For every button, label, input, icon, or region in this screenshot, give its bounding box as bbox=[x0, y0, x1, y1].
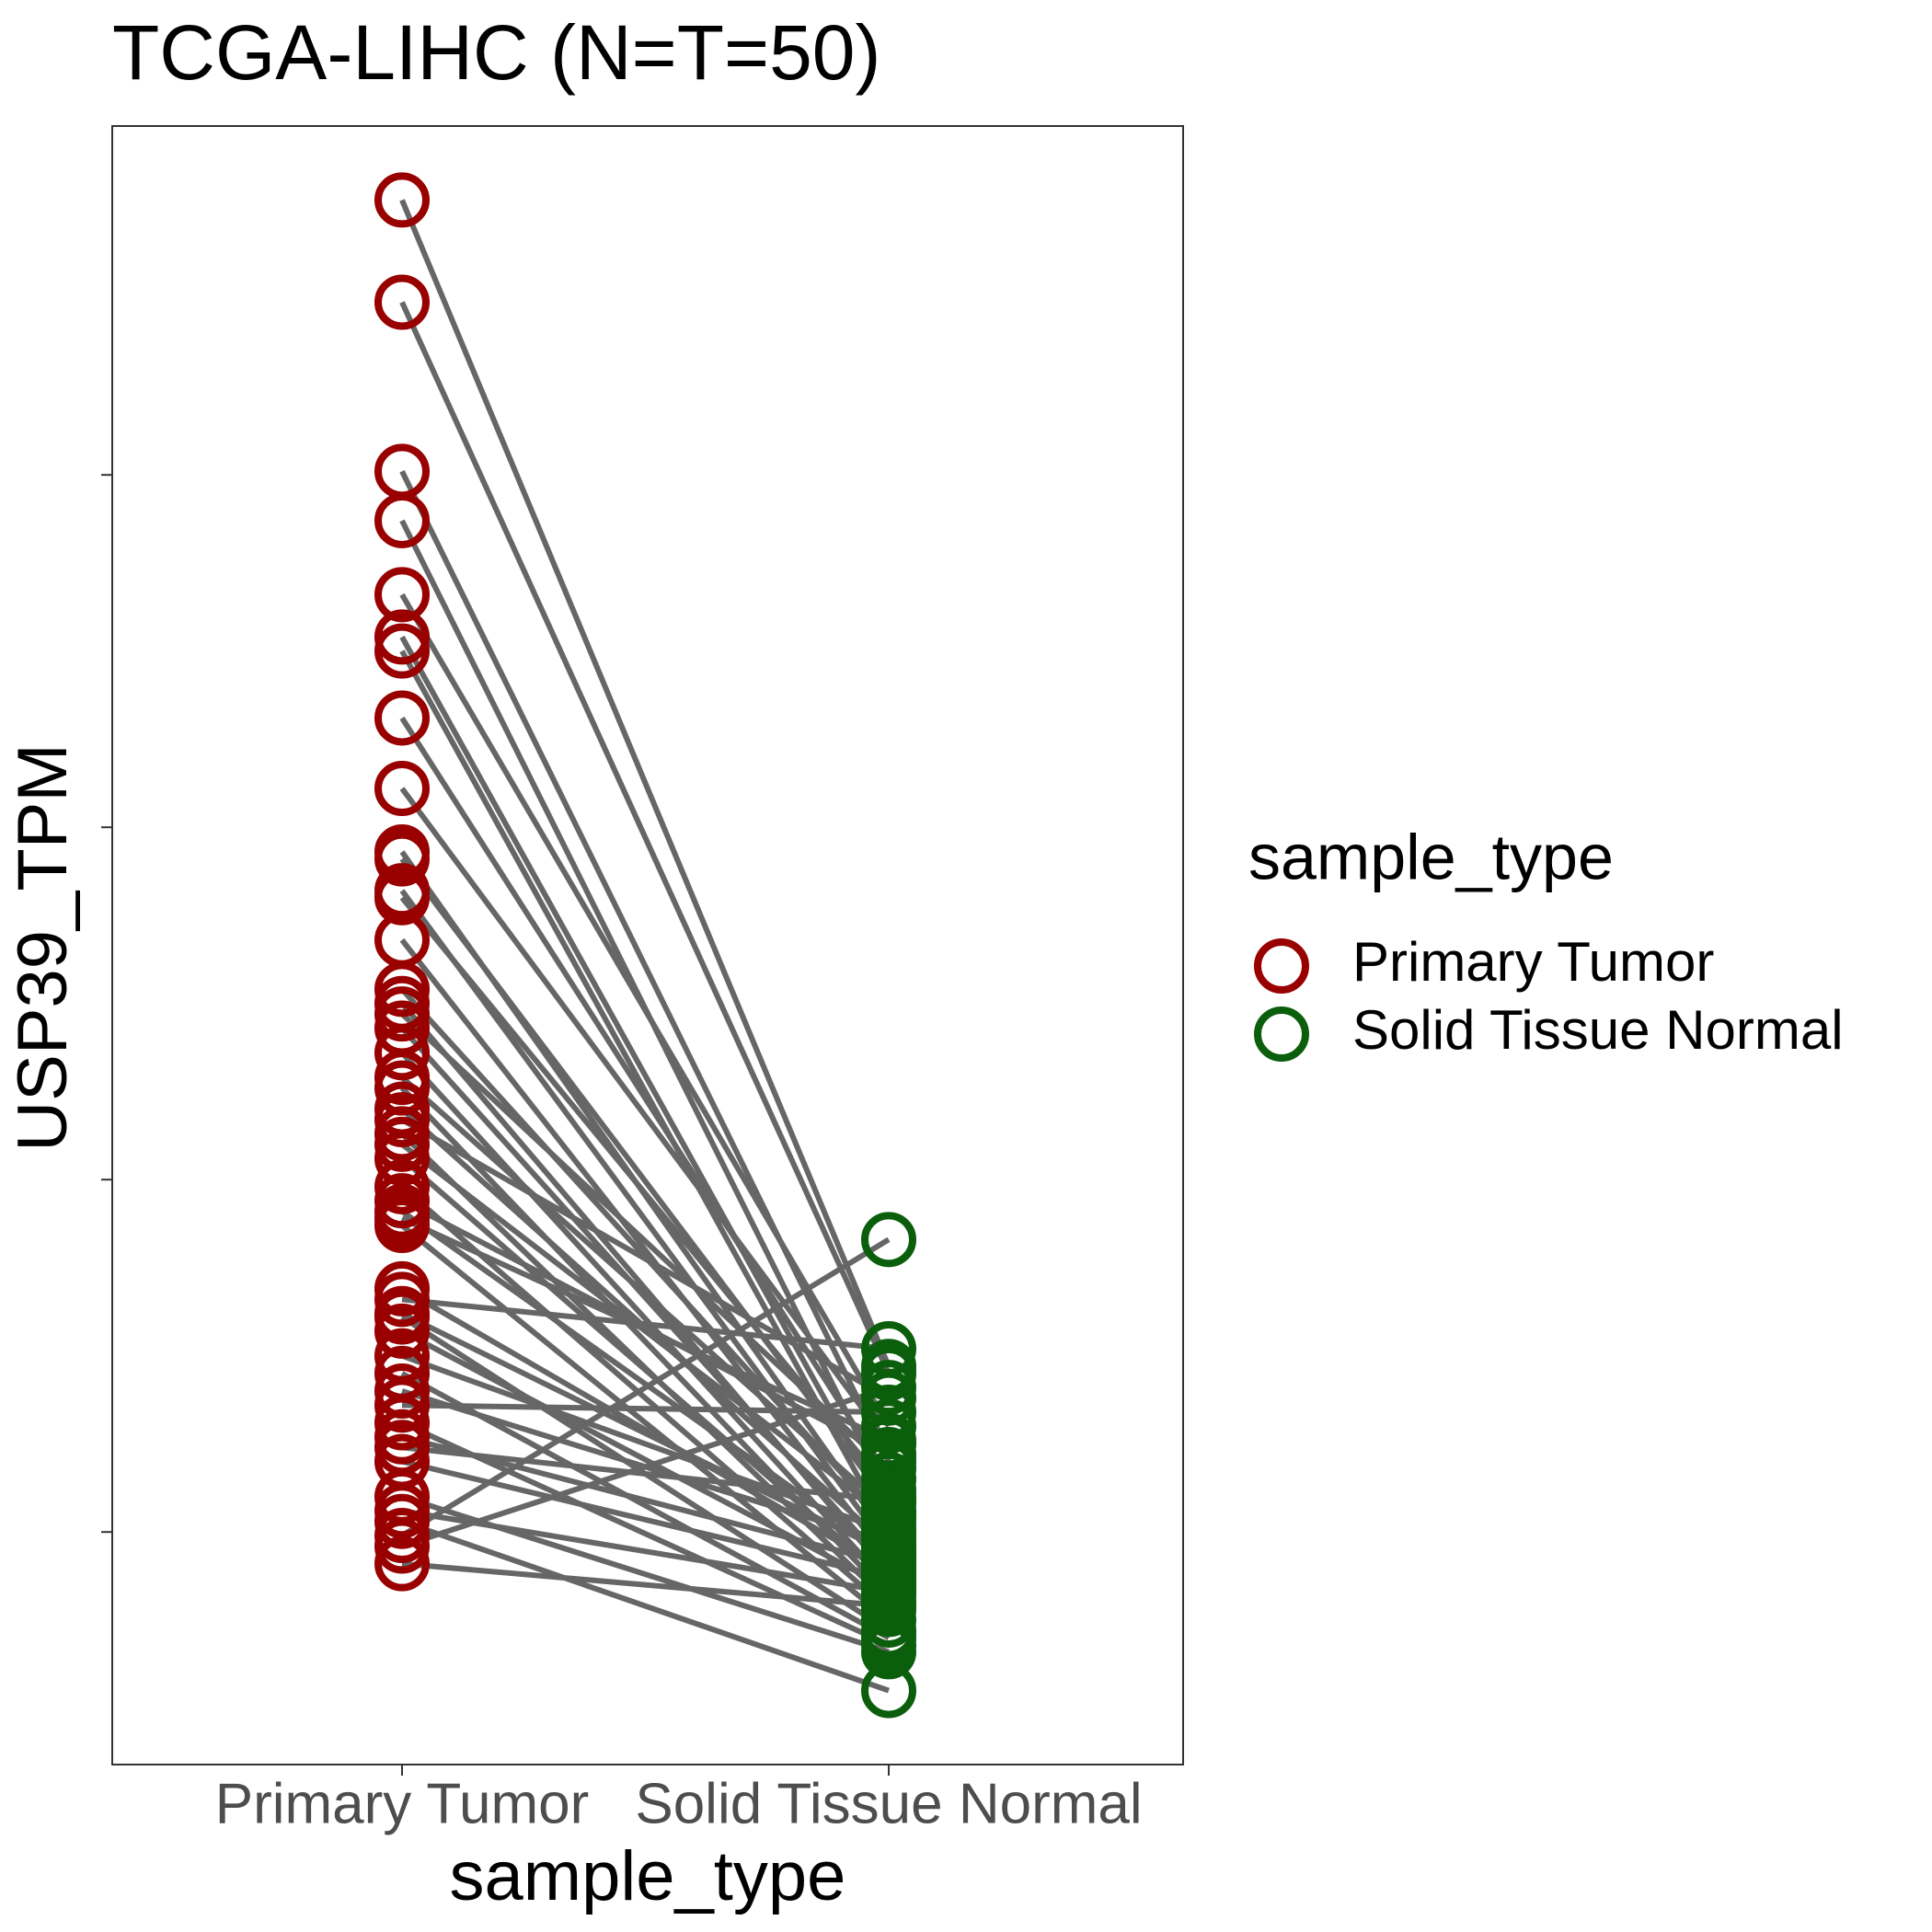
point bbox=[374, 1395, 430, 1451]
pair-line bbox=[401, 1508, 890, 1595]
pair-line bbox=[401, 1385, 890, 1549]
pair-line bbox=[400, 1352, 891, 1535]
pair-line bbox=[400, 1075, 891, 1513]
point bbox=[374, 1285, 430, 1341]
point bbox=[374, 986, 430, 1042]
point bbox=[374, 492, 430, 548]
pair-line bbox=[401, 1458, 890, 1581]
point bbox=[861, 1525, 916, 1581]
legend-marker bbox=[1254, 1006, 1309, 1062]
point bbox=[861, 1550, 916, 1606]
point bbox=[374, 1190, 430, 1247]
pair-line bbox=[400, 1117, 891, 1401]
pair-line bbox=[400, 1209, 891, 1559]
point bbox=[374, 172, 430, 228]
pair-line bbox=[400, 1286, 891, 1573]
x-tick-label: Primary Tumor bbox=[215, 1772, 589, 1835]
pair-line bbox=[401, 1560, 890, 1609]
point bbox=[374, 1535, 430, 1592]
point bbox=[374, 961, 430, 1018]
point bbox=[374, 609, 430, 665]
pair-line bbox=[401, 1518, 890, 1694]
pair-line bbox=[399, 199, 891, 1368]
point bbox=[374, 1518, 430, 1574]
point bbox=[374, 1131, 430, 1187]
pair-line bbox=[400, 1328, 891, 1592]
pair-line bbox=[399, 470, 891, 1463]
point bbox=[374, 831, 430, 887]
point bbox=[374, 1493, 430, 1549]
point bbox=[374, 869, 430, 926]
point bbox=[861, 1412, 916, 1468]
point bbox=[374, 1116, 430, 1172]
point bbox=[861, 1578, 916, 1634]
point bbox=[861, 1472, 916, 1528]
point bbox=[374, 274, 430, 330]
point bbox=[861, 1212, 916, 1268]
x-axis-label: sample_type bbox=[450, 1837, 846, 1915]
pair-line bbox=[399, 635, 891, 1516]
legend-marker bbox=[1254, 938, 1309, 994]
point bbox=[374, 623, 430, 679]
point bbox=[374, 567, 430, 623]
point bbox=[861, 1321, 916, 1377]
point bbox=[374, 1303, 430, 1359]
pair-line bbox=[400, 1311, 891, 1556]
pair-line bbox=[399, 787, 891, 1446]
pair-line bbox=[400, 1236, 891, 1538]
point bbox=[861, 1384, 916, 1440]
point bbox=[374, 1377, 430, 1433]
pair-line bbox=[401, 1444, 890, 1503]
pair-line bbox=[400, 1215, 891, 1443]
pair-line bbox=[399, 301, 891, 1375]
x-tick-label: Solid Tissue Normal bbox=[635, 1772, 1142, 1835]
point bbox=[861, 1564, 916, 1620]
legend-title: sample_type bbox=[1248, 821, 1614, 892]
y-axis-label: USP39_TPM bbox=[4, 743, 82, 1152]
legend-label: Primary Tumor bbox=[1352, 931, 1714, 993]
pair-line bbox=[401, 1296, 890, 1352]
pair-line bbox=[399, 1011, 891, 1471]
point bbox=[374, 1158, 430, 1214]
pair-line bbox=[399, 650, 891, 1534]
chart-title: TCGA-LIHC (N=T=50) bbox=[112, 9, 881, 96]
point bbox=[861, 1662, 916, 1719]
point bbox=[374, 1092, 430, 1148]
point bbox=[861, 1398, 916, 1455]
point bbox=[374, 690, 430, 746]
pair-line bbox=[400, 1223, 891, 1623]
plot-panel bbox=[111, 125, 1184, 1765]
point bbox=[374, 1271, 430, 1328]
point bbox=[861, 1360, 916, 1416]
point bbox=[374, 1025, 430, 1081]
legend-label: Solid Tissue Normal bbox=[1352, 999, 1844, 1061]
point bbox=[374, 761, 430, 817]
pair-line bbox=[401, 1402, 890, 1415]
point bbox=[861, 1345, 916, 1401]
